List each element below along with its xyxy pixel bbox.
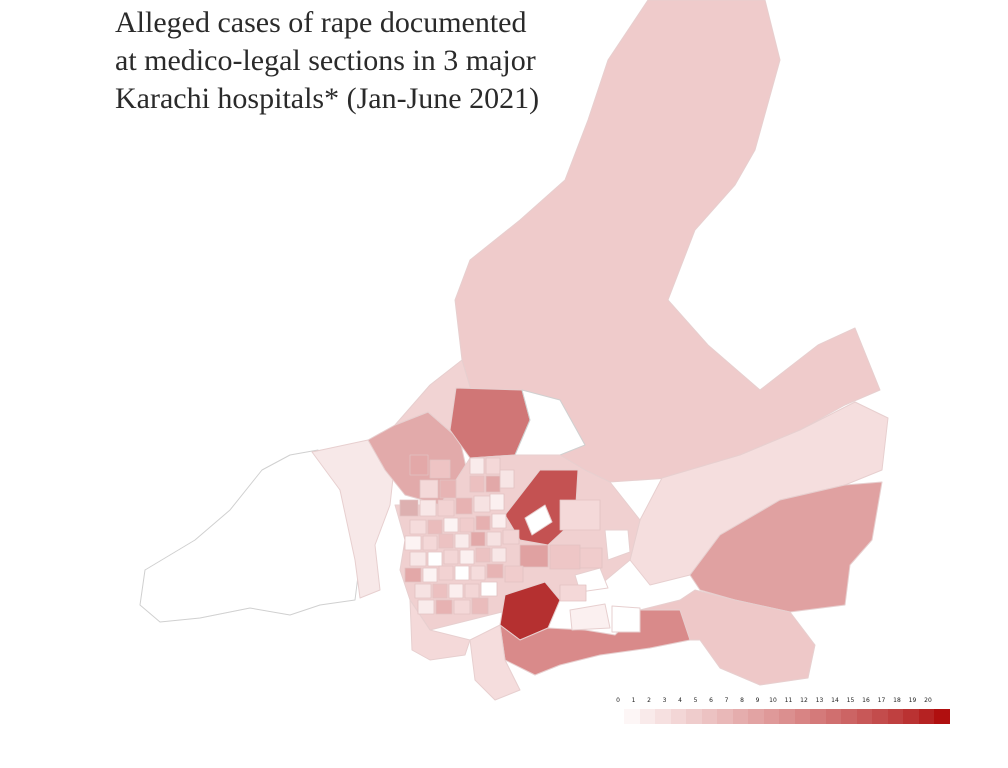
legend-swatch-1	[639, 709, 655, 724]
district-white-1	[611, 605, 641, 633]
legend-tick-18: 18	[893, 697, 901, 704]
legend-swatch-0	[624, 709, 640, 724]
legend-tick-2: 2	[647, 697, 651, 704]
legend-tick-14: 14	[831, 697, 839, 704]
legend-swatch-10	[779, 709, 795, 724]
legend-swatch-4	[686, 709, 702, 724]
legend-swatch-5	[701, 709, 717, 724]
legend-swatch-3	[670, 709, 686, 724]
legend-swatch-19	[918, 709, 934, 724]
legend-tick-20: 20	[924, 697, 932, 704]
legend-swatch-7	[732, 709, 748, 724]
legend-swatch-20	[934, 709, 950, 724]
legend-tick-17: 17	[877, 697, 886, 704]
legend-tick-4: 4	[678, 697, 682, 704]
legend-tick-19: 19	[908, 697, 917, 704]
legend-swatch-14	[841, 709, 857, 724]
legend-tick-15: 15	[846, 697, 855, 704]
legend-tick-16: 16	[862, 697, 870, 704]
legend-swatch-13	[825, 709, 841, 724]
legend-tick-13: 13	[815, 697, 824, 704]
legend-swatch-9	[763, 709, 779, 724]
legend-swatch-12	[810, 709, 826, 724]
legend-swatch-11	[794, 709, 810, 724]
color-legend: 0 1 2 3 4 5 6 7 8 9 10 11 12 13 14 15 16 17 18 19 20	[612, 697, 950, 727]
title-line-2: at medico-legal sections in 3 major	[115, 44, 536, 77]
district-saddar	[409, 599, 471, 661]
legend-swatch-8	[748, 709, 764, 724]
legend-swatch-17	[887, 709, 903, 724]
legend-tick-11: 11	[784, 697, 793, 704]
legend-swatch-16	[872, 709, 888, 724]
legend-tick-5: 5	[693, 697, 698, 704]
district-korangi	[499, 609, 691, 676]
legend-labels: 0 1 2 3 4 5 6 7 8 9 10 11 12 13 14 15 16 17 18 19 20	[612, 697, 936, 707]
legend-swatches	[624, 709, 950, 724]
title-line-3: Karachi hospitals* (Jan-June 2021)	[115, 82, 540, 115]
legend-tick-6: 6	[709, 697, 713, 704]
district-white-3	[604, 529, 631, 561]
legend-swatch-6	[717, 709, 733, 724]
district-white-center	[524, 504, 553, 536]
district-white-2	[569, 603, 611, 631]
legend-swatch-2	[655, 709, 671, 724]
legend-tick-9: 9	[755, 697, 760, 704]
legend-swatch-15	[856, 709, 872, 724]
legend-tick-7: 7	[724, 697, 729, 704]
legend-tick-3: 3	[662, 697, 667, 704]
district-west-kemari	[139, 449, 361, 623]
legend-tick-0: 0	[616, 697, 620, 704]
legend-tick-1: 1	[631, 697, 636, 704]
district-clifton	[469, 624, 521, 701]
title-line-1: Alleged cases of rape documented	[115, 6, 527, 39]
legend-swatch-18	[903, 709, 919, 724]
legend-tick-12: 12	[800, 697, 808, 704]
legend-tick-10: 10	[769, 697, 777, 704]
legend-tick-8: 8	[740, 697, 744, 704]
map-title: Alleged cases of rape documented at medi…	[115, 4, 635, 118]
